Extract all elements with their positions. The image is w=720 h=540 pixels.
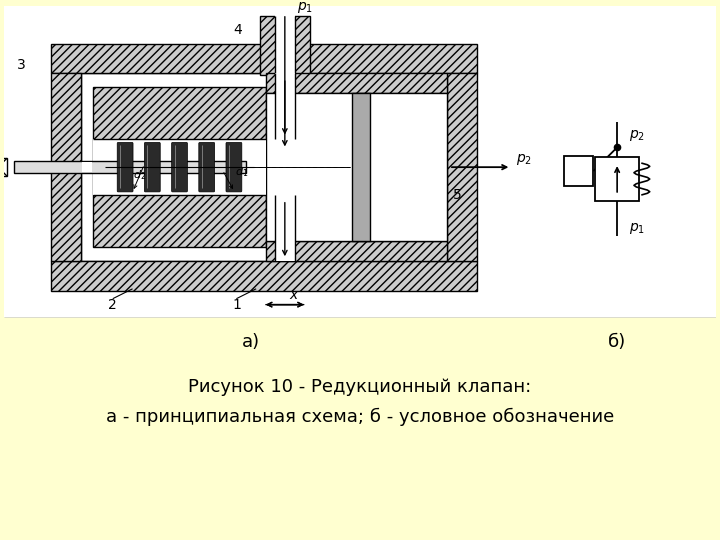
Text: 1: 1 [232,298,240,312]
Text: б): б) [608,333,626,351]
Text: 4: 4 [233,23,243,37]
Text: $d_2$: $d_2$ [133,168,146,182]
Bar [595,157,639,201]
Bar [447,73,477,261]
Text: а - принципиальная схема; б - условное обозначение: а - принципиальная схема; б - условное о… [106,407,614,426]
FancyBboxPatch shape [226,143,242,192]
Text: 5: 5 [453,188,462,202]
Bar [266,93,447,241]
Bar [93,139,266,195]
Text: Рисунок 10 - Редукционный клапан:: Рисунок 10 - Редукционный клапан: [189,377,531,396]
Bar [266,241,447,261]
Text: $p_2$: $p_2$ [629,128,645,143]
FancyBboxPatch shape [145,143,161,192]
Text: а): а) [242,333,260,351]
Bar [51,261,477,291]
Bar [51,73,81,261]
Bar [51,44,477,73]
FancyBboxPatch shape [199,143,215,192]
Bar [275,73,294,139]
Bar [81,73,447,261]
Bar [93,87,266,247]
Text: $p_1$: $p_1$ [297,1,312,16]
Bar [0,158,7,176]
Bar [4,6,716,318]
Bar [352,93,370,241]
FancyBboxPatch shape [117,143,133,192]
Text: 2: 2 [109,298,117,312]
Bar [275,14,294,77]
Bar [266,73,447,93]
Text: 3: 3 [17,58,26,72]
Text: $p_2$: $p_2$ [516,152,532,167]
Bar [564,156,593,186]
Text: $d_1$: $d_1$ [235,165,248,179]
Bar [260,16,310,75]
FancyBboxPatch shape [171,143,187,192]
Bar [275,195,294,261]
Bar [105,141,254,193]
Bar [82,162,92,172]
Text: $p_1$: $p_1$ [629,221,645,236]
Text: $x$: $x$ [289,288,300,302]
Bar [14,161,246,173]
